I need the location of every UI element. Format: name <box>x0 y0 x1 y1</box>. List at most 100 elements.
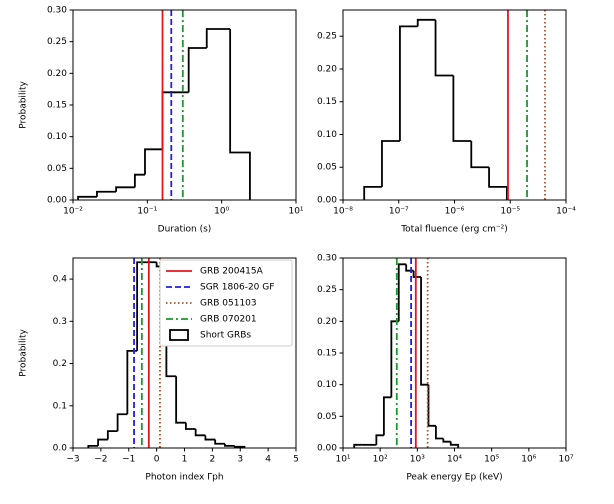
x-tick-label: 1 <box>182 455 188 465</box>
y-tick-label: 0.25 <box>47 37 67 47</box>
y-tick-label: 0.05 <box>317 412 337 422</box>
histogram-bin <box>106 430 118 440</box>
y-tick-label: 0.3 <box>53 317 67 327</box>
x-tick-label: 10⁷ <box>558 455 573 465</box>
histogram-bin <box>184 422 196 430</box>
y-tick-label: 0.2 <box>53 359 67 369</box>
x-axis-label: Duration (s) <box>158 225 212 235</box>
y-tick-label: 0.10 <box>47 132 67 142</box>
histogram-bin <box>449 441 460 448</box>
x-tick-label: 10⁰ <box>214 207 229 217</box>
x-tick-label: 2 <box>210 455 216 465</box>
x-tick-label: 4 <box>265 455 271 465</box>
x-tick-label: 10⁶ <box>521 455 536 465</box>
x-tick-label: 10⁻⁵ <box>500 207 520 217</box>
histogram-bin <box>470 141 490 169</box>
y-tick-label: 0.05 <box>47 164 67 174</box>
histogram-bin <box>452 75 472 142</box>
histogram-bin <box>224 443 235 447</box>
histogram-bin <box>77 195 97 200</box>
legend: GRB 200415A SGR 1806-20 GF GRB 051103 GRB 0… <box>159 259 293 347</box>
histogram-bin <box>187 47 207 93</box>
y-tick-label: 0.30 <box>317 254 337 264</box>
y-axis-label: Probability <box>19 329 29 377</box>
histogram-bin <box>115 186 135 192</box>
legend-label: GRB 200415A <box>200 267 264 277</box>
histogram-bin <box>442 438 451 443</box>
x-tick-label: 10² <box>373 455 388 465</box>
x-axis-label: Photon index Γph <box>145 473 223 483</box>
y-tick-label: 0.0 <box>53 444 68 454</box>
y-tick-label: 0.10 <box>317 380 337 390</box>
x-tick-label: −2 <box>94 455 107 465</box>
y-tick-label: 0.15 <box>317 349 337 359</box>
x-axis-label: Total fluence (erg cm⁻²) <box>400 225 508 235</box>
y-tick-label: 0.00 <box>47 196 67 206</box>
y-tick-label: 0.15 <box>317 97 337 107</box>
histogram-bin <box>420 277 429 386</box>
axes-frame <box>72 9 297 201</box>
histogram-bin <box>87 444 99 448</box>
histogram-bin <box>416 18 436 27</box>
legend-label: SGR 1806-20 GF <box>200 283 274 293</box>
y-tick-label: 0.25 <box>317 285 337 295</box>
legend-box <box>159 259 293 347</box>
x-tick-label: 0 <box>154 455 160 465</box>
histogram-bin <box>381 140 400 187</box>
histogram-bin <box>214 439 225 445</box>
legend-swatch <box>169 329 189 341</box>
legend-label: GRB 051103 <box>200 299 257 309</box>
x-tick-label: 10⁻² <box>63 207 83 217</box>
axes-frame <box>342 9 567 201</box>
y-tick-label: 0.25 <box>317 32 337 42</box>
histogram-bin <box>382 396 392 436</box>
histogram-bin <box>205 28 231 48</box>
x-tick-label: 3 <box>237 455 243 465</box>
y-tick-label: 0.15 <box>47 101 67 111</box>
x-tick-label: 10⁵ <box>484 455 499 465</box>
y-tick-label: 0.1 <box>53 401 67 411</box>
x-tick-label: 5 <box>293 455 299 465</box>
histogram-bin <box>126 349 138 415</box>
y-tick-label: 0.00 <box>317 444 337 454</box>
x-tick-label: 10⁻⁴ <box>556 207 576 217</box>
histogram-bin <box>233 445 246 448</box>
y-tick-label: 0.05 <box>317 163 337 173</box>
x-tick-label: 10¹ <box>288 207 303 217</box>
histogram-bin <box>405 264 414 272</box>
x-tick-label: 10⁻¹ <box>137 207 157 217</box>
histogram-bin <box>144 148 163 175</box>
x-tick-label: 10³ <box>410 455 425 465</box>
x-axis-label: Peak energy Ep (keV) <box>406 473 502 483</box>
histogram-bin <box>353 443 362 448</box>
x-tick-label: 10¹ <box>335 455 350 465</box>
histogram-bin <box>488 167 508 200</box>
histogram-bin <box>434 19 454 77</box>
x-tick-label: −1 <box>122 455 135 465</box>
histogram-bin <box>375 434 384 445</box>
histogram-bin <box>427 384 436 427</box>
histogram-bin <box>96 190 117 197</box>
y-tick-label: 0.4 <box>53 275 68 285</box>
x-tick-label: −3 <box>66 455 79 465</box>
histogram-bin <box>116 413 128 432</box>
x-tick-label: 10⁻⁶ <box>445 207 465 217</box>
histogram-bin <box>435 425 444 440</box>
histogram-bin <box>136 261 147 351</box>
x-tick-label: 10⁻⁸ <box>333 207 353 217</box>
histogram-bin <box>363 185 382 200</box>
axes-frame <box>342 257 567 449</box>
histogram-bin <box>412 270 422 278</box>
histogram-bin <box>204 435 216 441</box>
y-tick-label: 0.00 <box>317 196 337 206</box>
histogram-bin <box>229 29 251 200</box>
legend-label: GRB 070201 <box>200 315 257 325</box>
y-tick-label: 0.20 <box>317 64 337 74</box>
y-tick-label: 0.20 <box>317 317 337 327</box>
legend-label: Short GRBs <box>200 331 251 341</box>
histogram-bin <box>194 429 206 437</box>
histogram-bin <box>161 91 189 150</box>
histogram-bin <box>97 438 108 446</box>
y-tick-label: 0.30 <box>47 6 67 16</box>
